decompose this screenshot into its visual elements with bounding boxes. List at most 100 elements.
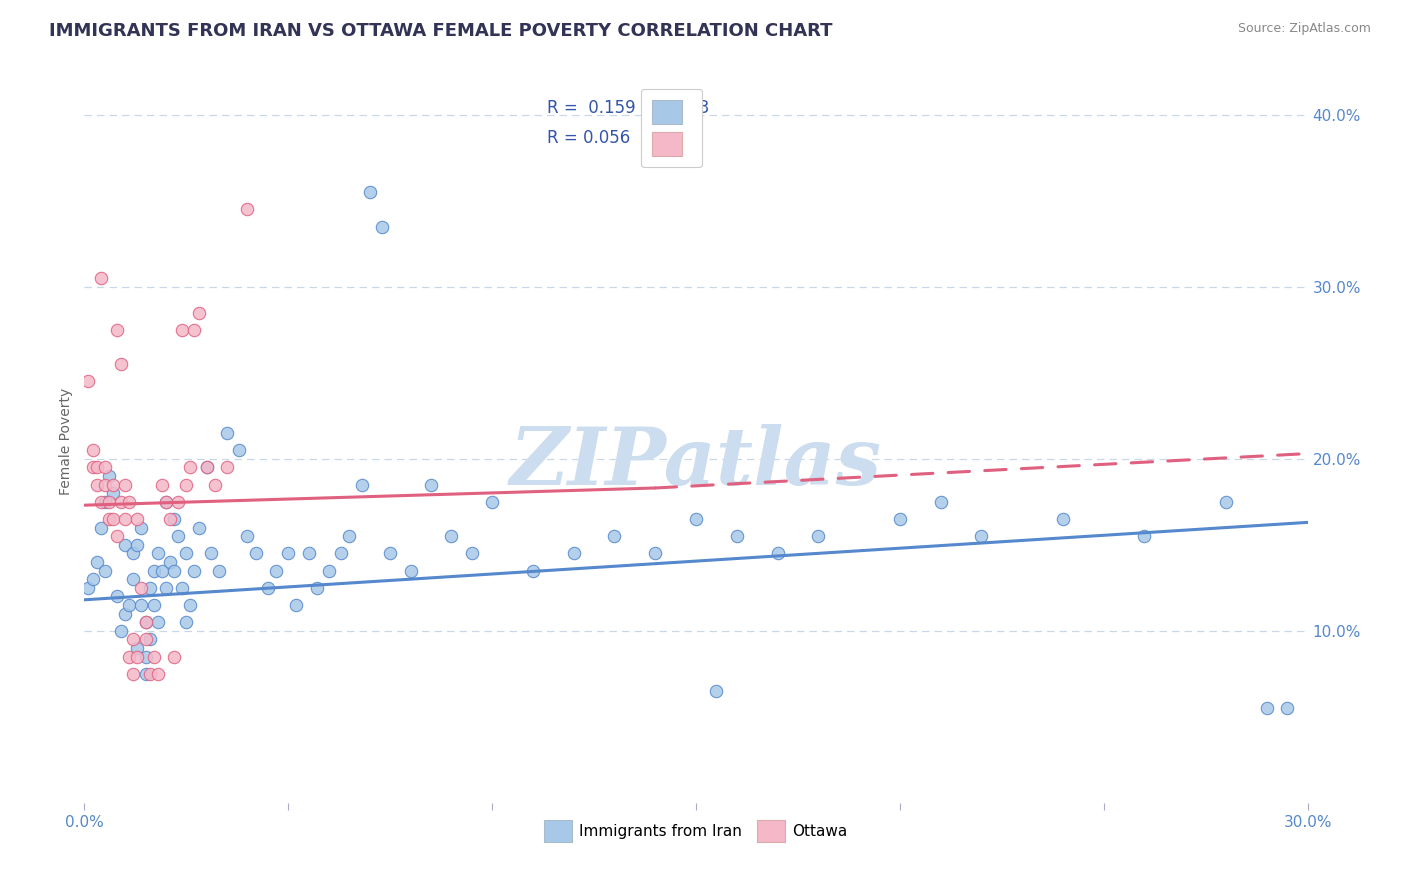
Point [86,477,108,491]
Point [155,494,177,508]
Point [187,305,209,319]
Point [135,649,157,664]
Point [82,460,104,475]
Point [110,494,132,508]
Point [706,684,728,698]
Point [122,546,145,560]
Point [195,460,218,475]
Point [105,323,128,337]
Point [110,624,132,638]
Point [77,375,100,389]
Point [1052,512,1074,526]
Point [163,512,186,526]
Point [264,564,287,578]
Point [127,538,149,552]
Point [562,546,585,560]
Point [440,529,463,543]
Point [200,546,222,560]
Point [318,564,340,578]
Point [1215,494,1237,508]
Point [90,520,112,534]
Point [725,529,748,543]
Text: ZIPatlas: ZIPatlas [510,425,882,502]
Point [101,512,124,526]
Point [970,529,993,543]
Point [208,564,231,578]
Point [217,460,239,475]
Point [257,581,280,595]
Text: R =  0.159   N = 83: R = 0.159 N = 83 [547,99,709,117]
Point [86,555,108,569]
Point [399,564,422,578]
Point [228,443,250,458]
Point [929,494,952,508]
Point [339,529,361,543]
Point [122,632,145,647]
Point [150,477,173,491]
Point [118,598,141,612]
Point [93,460,115,475]
Point [187,520,209,534]
Text: IMMIGRANTS FROM IRAN VS OTTAWA FEMALE POVERTY CORRELATION CHART: IMMIGRANTS FROM IRAN VS OTTAWA FEMALE PO… [49,22,832,40]
Point [603,529,626,543]
Point [77,581,100,595]
Point [807,529,830,543]
Text: Source: ZipAtlas.com: Source: ZipAtlas.com [1237,22,1371,36]
Point [195,460,218,475]
Point [172,581,194,595]
Point [82,443,104,458]
Point [118,649,141,664]
Point [1133,529,1156,543]
Point [167,494,190,508]
Point [118,494,141,508]
Point [93,564,115,578]
Point [285,598,308,612]
Point [217,425,239,440]
Point [1277,701,1299,715]
Point [97,469,120,483]
Point [122,572,145,586]
Point [135,615,157,630]
Point [298,546,321,560]
Point [146,666,169,681]
Point [142,564,165,578]
Point [172,323,194,337]
Point [90,494,112,508]
Point [114,477,136,491]
Point [146,615,169,630]
Point [90,271,112,285]
Point [685,512,707,526]
Point [277,546,299,560]
Point [135,632,157,647]
Point [163,649,186,664]
Point [82,572,104,586]
Point [174,477,197,491]
Point [236,202,259,217]
Point [122,666,145,681]
Point [167,529,190,543]
Point [481,494,503,508]
Point [174,615,197,630]
Point [359,185,381,199]
Point [380,546,402,560]
Point [146,546,169,560]
Point [114,512,136,526]
Point [183,564,205,578]
Point [131,581,153,595]
Point [245,546,267,560]
Text: R = 0.056   N = 45: R = 0.056 N = 45 [547,129,703,147]
Point [236,529,259,543]
Point [127,649,149,664]
Point [461,546,484,560]
Point [179,598,201,612]
Point [114,538,136,552]
Point [142,649,165,664]
Point [163,564,186,578]
Point [86,460,108,475]
Point [159,555,181,569]
Point [131,520,153,534]
Point [135,615,157,630]
Point [522,564,544,578]
Point [127,512,149,526]
Point [350,477,373,491]
